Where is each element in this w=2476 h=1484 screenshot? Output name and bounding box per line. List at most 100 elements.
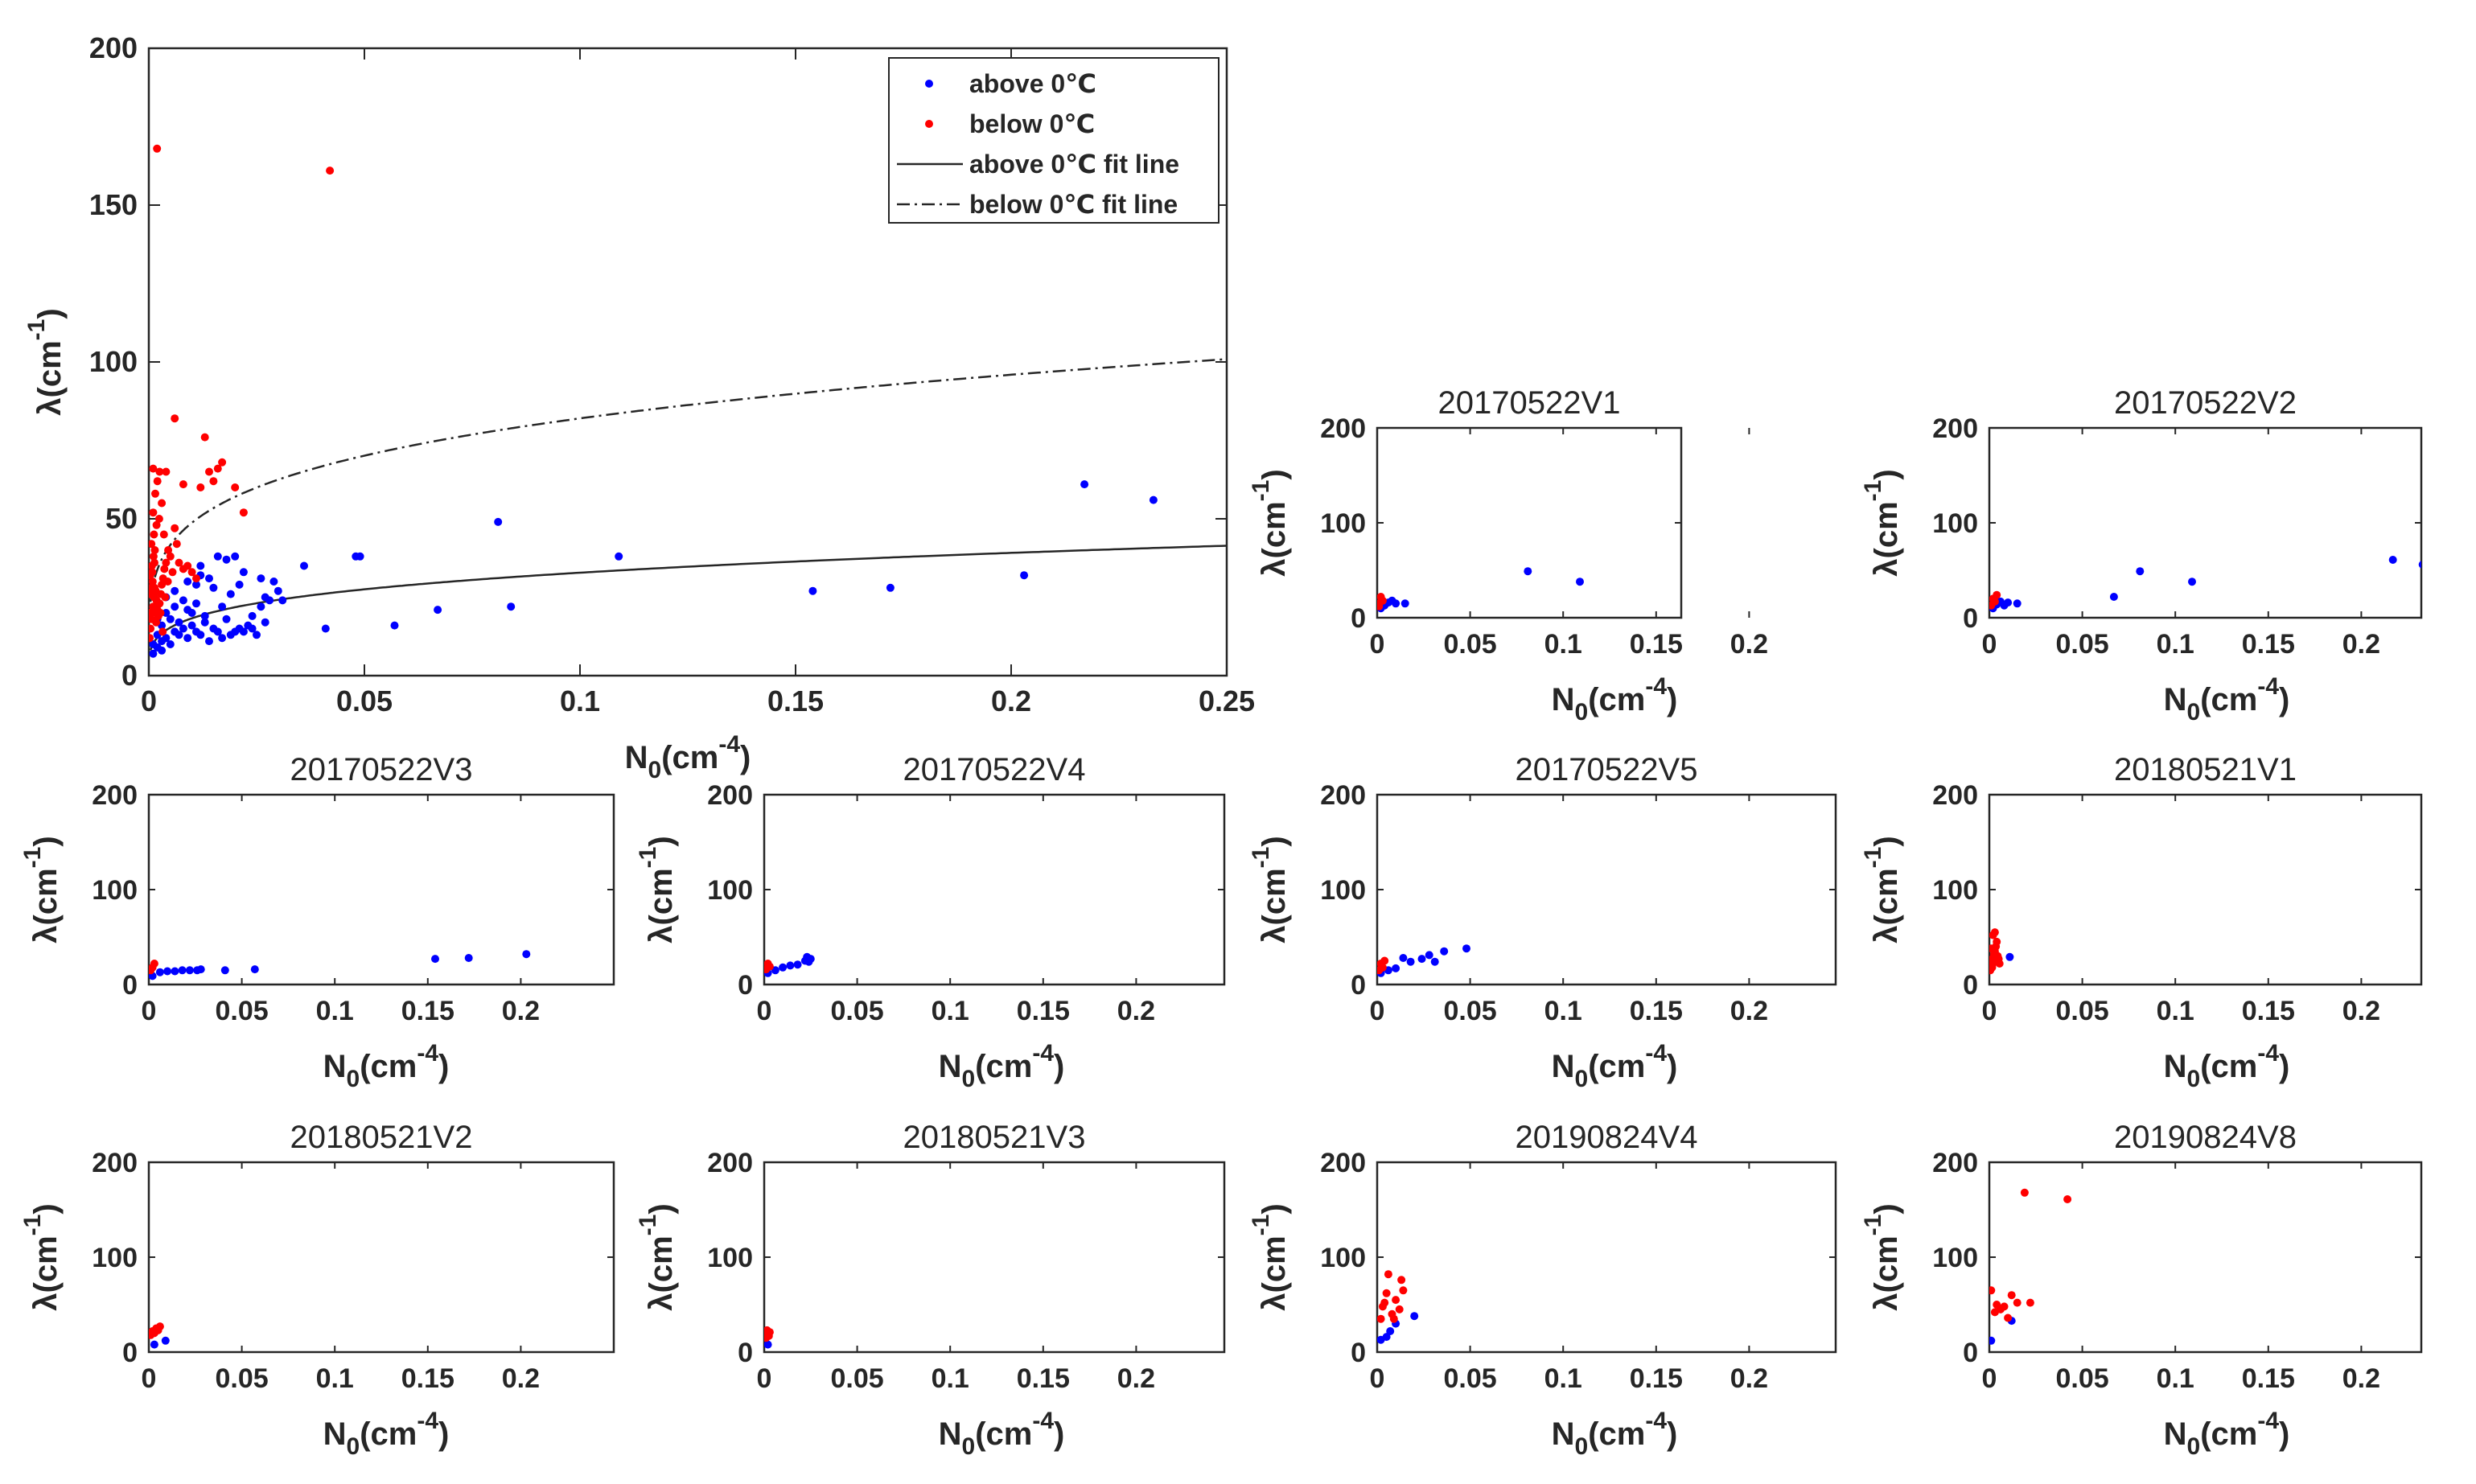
x-label-sub: 0 — [962, 1433, 976, 1460]
x-label-unit: (cm — [360, 1416, 417, 1452]
x-label-close: ) — [1667, 1049, 1677, 1084]
point-above — [1392, 599, 1400, 608]
point-above — [250, 965, 259, 974]
x-label-base: N — [2164, 1416, 2187, 1452]
plot-frame — [1376, 426, 1683, 619]
x-tick-label: 0 — [1370, 629, 1385, 660]
point-below — [2020, 1188, 2029, 1197]
x-tick-label: 0 — [141, 684, 157, 717]
x-tick-label: 0.15 — [401, 1363, 454, 1394]
point-above — [1430, 957, 1439, 966]
x-tick-label: 0 — [757, 1363, 772, 1394]
point-above — [278, 596, 287, 605]
plot-area — [1377, 567, 1584, 613]
point-above — [213, 552, 222, 561]
x-axis-label: N0(cm-4) — [2164, 1408, 2290, 1460]
point-above — [192, 580, 200, 589]
point-above — [205, 637, 213, 646]
x-tick-label: 0.15 — [401, 996, 454, 1026]
point-below — [2026, 1298, 2034, 1307]
x-tick-label: 0.05 — [2056, 996, 2109, 1026]
point-above — [1386, 1327, 1395, 1335]
x-tick-label: 0 — [1370, 1363, 1385, 1394]
point-below — [150, 546, 159, 554]
y-label-exp: -1 — [1248, 480, 1274, 502]
point-below — [153, 477, 162, 486]
point-below — [1397, 1276, 1406, 1285]
point-below — [765, 1328, 774, 1337]
y-label-exp: -1 — [1860, 480, 1886, 502]
y-label-base: λ(cm — [28, 1235, 64, 1310]
point-below — [162, 558, 171, 567]
x-label-close: ) — [1054, 1049, 1064, 1084]
x-tick-label: 0.15 — [1630, 1363, 1683, 1394]
y-tick-label: 100 — [92, 875, 138, 906]
x-label-sub: 0 — [347, 1433, 360, 1460]
point-below — [1989, 944, 1996, 953]
point-above — [179, 596, 187, 605]
below-fit-line — [149, 358, 1227, 602]
point-below — [1377, 602, 1384, 610]
point-below — [1993, 590, 2001, 599]
y-tick-label: 0 — [1963, 970, 1978, 1001]
point-above — [1989, 1336, 1996, 1345]
x-label-close: ) — [1054, 1416, 1064, 1452]
point-below — [161, 593, 170, 602]
y-axis-label: λ(cm-1) — [1248, 1203, 1292, 1310]
y-label-close: ) — [1869, 469, 1904, 479]
point-above — [166, 640, 175, 648]
point-above — [149, 640, 158, 648]
point-below — [150, 960, 158, 968]
point-below — [150, 558, 158, 567]
point-below — [152, 618, 161, 627]
point-below — [239, 508, 248, 517]
point-above — [274, 586, 282, 595]
point-below — [218, 458, 227, 467]
point-above — [390, 621, 399, 630]
point-above — [1576, 578, 1584, 586]
x-label-base: N — [323, 1049, 347, 1084]
x-tick-label: 0 — [1982, 1363, 1997, 1394]
point-below — [2063, 1195, 2072, 1203]
y-label-close: ) — [644, 836, 679, 846]
point-below — [155, 599, 164, 608]
y-tick-label: 200 — [1320, 1148, 1366, 1178]
y-axis-label: λ(cm-1) — [19, 1203, 64, 1310]
point-above — [2004, 598, 2013, 607]
point-above — [200, 618, 209, 627]
y-tick-label: 200 — [1932, 780, 1978, 811]
point-below — [205, 467, 213, 476]
point-above — [2109, 593, 2118, 601]
point-below — [158, 499, 167, 508]
point-above — [261, 618, 269, 627]
point-below — [159, 530, 168, 539]
point-above — [200, 611, 209, 620]
x-label-close: ) — [2279, 1416, 2289, 1452]
point-above — [1400, 599, 1409, 608]
point-above — [235, 580, 244, 589]
point-below — [162, 467, 171, 476]
plot-frame — [1376, 793, 1837, 986]
point-above — [155, 968, 164, 976]
point-below — [153, 144, 162, 153]
x-label-exp: -4 — [1645, 1040, 1667, 1067]
point-below — [151, 489, 159, 498]
point-above — [2013, 599, 2022, 608]
x-tick-label: 0.05 — [831, 1363, 884, 1394]
point-below — [1382, 1289, 1391, 1297]
x-label-close: ) — [1667, 682, 1677, 717]
y-label-close: ) — [1869, 836, 1904, 846]
point-above — [1425, 951, 1433, 960]
point-below — [1380, 956, 1389, 965]
x-tick-label: 0.15 — [1017, 1363, 1070, 1394]
y-label-base: λ(cm — [32, 340, 68, 415]
x-tick-label: 0.1 — [2157, 996, 2194, 1026]
point-below — [179, 480, 187, 489]
